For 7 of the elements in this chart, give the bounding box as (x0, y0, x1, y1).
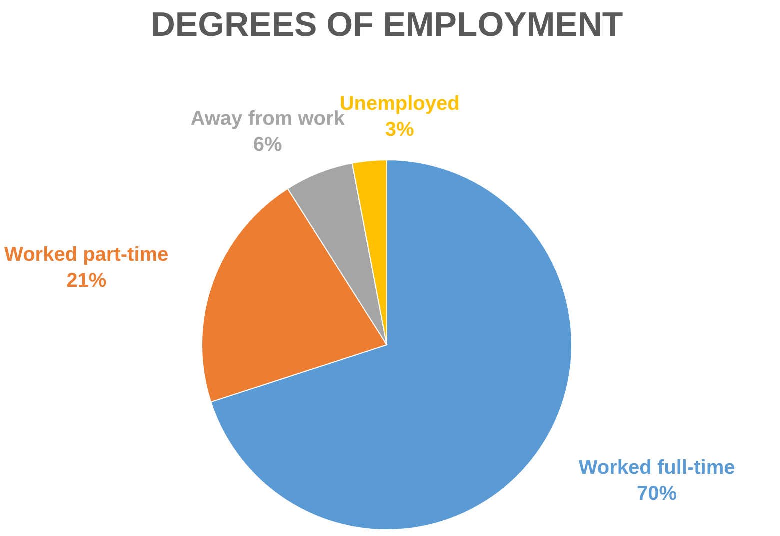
data-label: 6% (253, 134, 283, 156)
slice-label: Worked part-time (4, 244, 169, 266)
slice-label: Worked full-time (578, 457, 736, 480)
data-label: 3% (385, 119, 415, 142)
data-label: 70% (637, 483, 678, 506)
chart-title: DEGREES OF EMPLOYMENT (150, 6, 624, 44)
data-label: 21% (66, 270, 107, 292)
